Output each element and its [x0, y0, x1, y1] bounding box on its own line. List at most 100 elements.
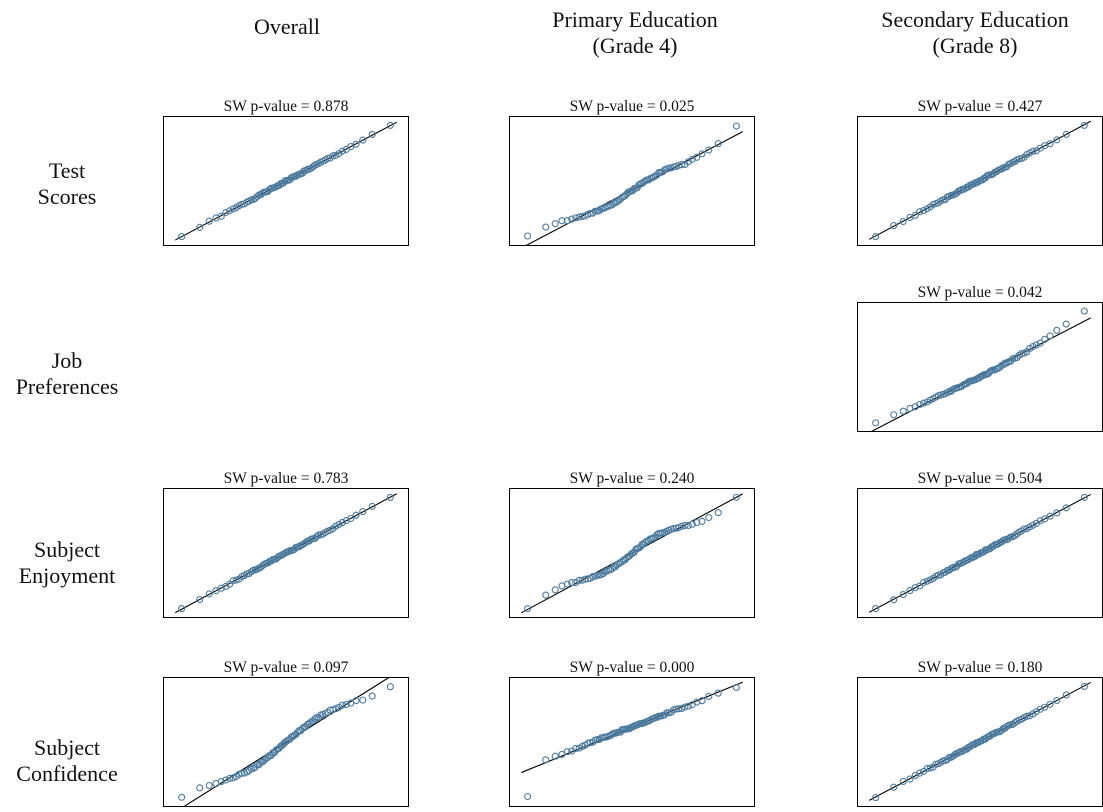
qq-point [342, 517, 350, 525]
qq-point [338, 518, 346, 526]
qq-plot [509, 488, 755, 618]
qq-point [1029, 521, 1037, 529]
row-label-subject-enjoyment: Subject Enjoyment [18, 537, 116, 588]
panel-title: SW p-value = 0.504 [917, 470, 1043, 487]
qq-point [298, 724, 306, 733]
reference-line [523, 131, 743, 246]
qq-plot [857, 677, 1103, 807]
qq-point [386, 493, 394, 501]
qq-point [945, 387, 953, 395]
qq-point [335, 703, 343, 711]
row-label-test-scores: Test Scores [37, 158, 97, 209]
qq-point [572, 744, 580, 753]
qq-point [551, 586, 559, 594]
qq-point [1036, 705, 1044, 713]
qq-plot [509, 677, 755, 807]
qq-point [661, 711, 669, 719]
qq-point [923, 577, 931, 585]
qq-point [581, 575, 589, 583]
qq-point [352, 697, 360, 705]
qq-point [911, 584, 919, 592]
qq-point [313, 533, 321, 541]
qq-point [359, 136, 367, 144]
qq-point [899, 218, 907, 226]
qq-point [1080, 682, 1088, 690]
qq-point [1046, 512, 1054, 520]
qq-point [678, 522, 686, 530]
qq-point [899, 590, 907, 599]
qq-panel-confidence-overall: SW p-value = 0.097 [163, 659, 409, 807]
qq-point [1015, 155, 1023, 163]
qq-point [732, 122, 740, 130]
qq-point [732, 683, 740, 692]
qq-point [693, 153, 701, 161]
qq-point [572, 579, 580, 587]
qq-point [251, 194, 259, 202]
qq-point [359, 696, 367, 704]
plot-frame [163, 677, 409, 807]
panel-title: SW p-value = 0.783 [223, 470, 349, 487]
qq-point [226, 207, 234, 215]
qq-point [916, 208, 924, 216]
qq-point [196, 595, 204, 604]
qq-point [899, 407, 907, 415]
qq-point [245, 570, 253, 578]
qq-point [253, 192, 261, 200]
column-header-primary: Primary Education (Grade 4) [552, 7, 718, 58]
qq-point [916, 769, 924, 777]
qq-point [217, 778, 225, 786]
column-header-overall: Overall [254, 14, 320, 39]
qq-point [688, 520, 696, 528]
qq-panel-test-overall: SW p-value = 0.878 [163, 98, 409, 246]
qq-point [678, 161, 686, 169]
qq-point [906, 587, 914, 595]
qq-point [1053, 696, 1061, 705]
qq-point [1062, 504, 1070, 512]
qq-panel-enjoyment-primary: SW p-value = 0.240 [509, 470, 755, 618]
qq-point [524, 605, 532, 613]
qq-point [352, 140, 360, 148]
qq-point [302, 538, 310, 547]
qq-point [305, 719, 313, 727]
qq-point [222, 776, 230, 784]
qq-point [732, 493, 740, 501]
qq-point [684, 702, 692, 710]
qq-point [238, 769, 246, 777]
qq-point [551, 752, 559, 760]
qq-point [542, 591, 550, 599]
qq-point [1062, 691, 1070, 699]
qq-point [1011, 532, 1019, 540]
qq-point [222, 582, 230, 591]
qq-point [1046, 140, 1054, 148]
qq-point [1053, 136, 1061, 144]
panel-title: SW p-value = 0.042 [917, 284, 1043, 301]
qq-point [551, 220, 559, 228]
qq-point [999, 361, 1007, 369]
qq-point [890, 411, 898, 419]
qq-point [698, 150, 706, 158]
qq-point [542, 756, 550, 764]
plot-frame [509, 488, 755, 618]
qq-point [872, 794, 880, 802]
panel-title: SW p-value = 0.097 [223, 659, 349, 676]
qq-point [217, 212, 225, 220]
qq-point [684, 521, 692, 529]
qq-point [1041, 335, 1049, 343]
qq-plot [857, 488, 1103, 618]
qq-point [205, 781, 213, 790]
qq-panel-confidence-primary: SW p-value = 0.000 [509, 659, 755, 807]
qq-point [1029, 147, 1037, 155]
panel-title: SW p-value = 0.180 [917, 659, 1043, 676]
qq-point [338, 701, 346, 709]
qq-panel-test-secondary: SW p-value = 0.427 [857, 98, 1103, 246]
qq-point [226, 774, 234, 782]
qq-point [563, 748, 571, 756]
qq-point [196, 784, 204, 792]
qq-point [681, 703, 689, 711]
qq-point [920, 207, 928, 215]
qq-plot [163, 116, 409, 246]
qq-point [966, 554, 974, 563]
qq-point [705, 692, 713, 701]
qq-point [524, 792, 532, 801]
qq-point [368, 502, 376, 510]
